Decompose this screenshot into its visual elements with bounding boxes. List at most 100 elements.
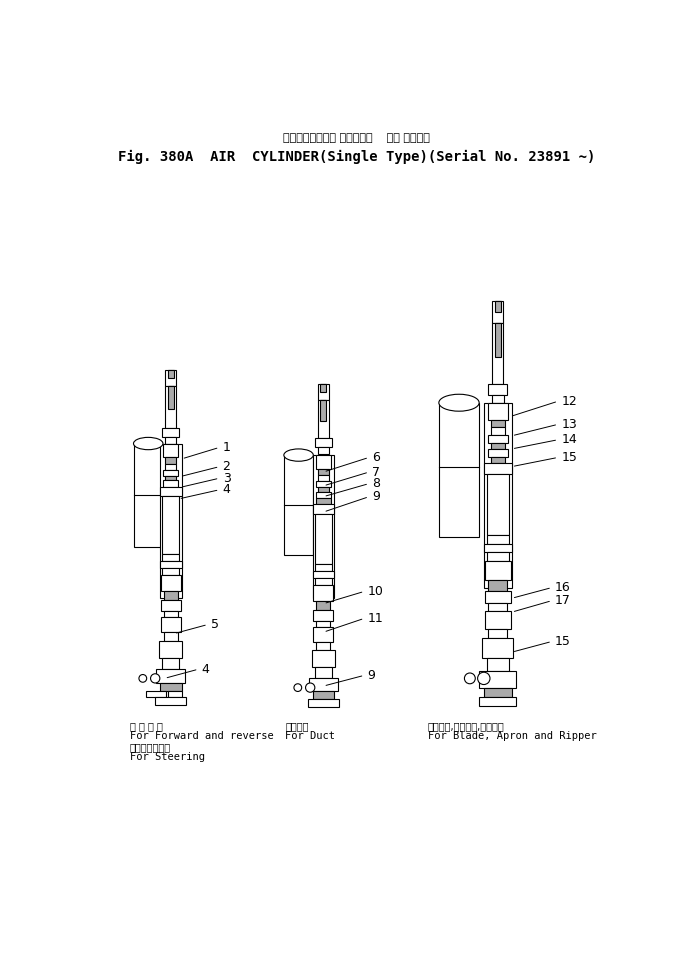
Bar: [492, 301, 503, 323]
Bar: [161, 600, 181, 610]
Bar: [162, 428, 180, 437]
Bar: [165, 457, 176, 463]
Bar: [168, 370, 174, 378]
Bar: [168, 386, 174, 409]
Bar: [162, 496, 180, 553]
Bar: [491, 456, 505, 463]
Bar: [164, 610, 177, 617]
Bar: [313, 455, 334, 598]
Ellipse shape: [284, 449, 313, 461]
Text: 9: 9: [367, 669, 375, 682]
Bar: [318, 475, 329, 482]
Bar: [308, 677, 338, 692]
Bar: [484, 561, 511, 579]
Text: 4: 4: [202, 663, 209, 675]
Text: For Steering: For Steering: [129, 752, 205, 763]
Ellipse shape: [477, 672, 490, 684]
Bar: [156, 670, 185, 683]
Bar: [484, 545, 512, 552]
Text: 6: 6: [372, 451, 380, 464]
Bar: [163, 481, 178, 486]
Bar: [168, 691, 182, 697]
Bar: [312, 650, 335, 667]
Bar: [317, 601, 331, 610]
Bar: [313, 610, 333, 620]
Bar: [313, 572, 334, 578]
Text: 14: 14: [561, 433, 577, 446]
Bar: [484, 403, 512, 587]
Bar: [488, 435, 508, 443]
Text: 10: 10: [367, 585, 383, 598]
Bar: [160, 561, 182, 568]
Bar: [284, 455, 313, 555]
Bar: [318, 448, 329, 453]
Bar: [155, 697, 187, 704]
Bar: [491, 395, 504, 403]
Bar: [313, 585, 333, 601]
Bar: [487, 474, 509, 535]
Text: 12: 12: [561, 394, 577, 408]
Bar: [163, 470, 178, 476]
Ellipse shape: [134, 437, 163, 450]
Bar: [495, 301, 501, 312]
Text: 15: 15: [561, 451, 577, 464]
Bar: [495, 323, 501, 385]
Bar: [315, 578, 332, 585]
Bar: [489, 385, 507, 395]
Text: For Blade, Apron and Ripper: For Blade, Apron and Ripper: [428, 731, 596, 740]
Bar: [163, 444, 178, 457]
Text: ブレード,エプロン,リッパ用: ブレード,エプロン,リッパ用: [428, 721, 505, 731]
Bar: [162, 553, 180, 561]
Bar: [163, 444, 178, 598]
Bar: [484, 463, 512, 474]
Bar: [491, 420, 505, 427]
Ellipse shape: [150, 673, 160, 683]
Text: 11: 11: [367, 611, 383, 625]
Bar: [488, 449, 508, 456]
Bar: [488, 403, 508, 420]
Bar: [320, 385, 326, 391]
Bar: [482, 639, 513, 658]
Bar: [315, 498, 331, 504]
Bar: [484, 590, 511, 603]
Bar: [320, 399, 326, 422]
Bar: [315, 438, 332, 448]
Text: 3: 3: [223, 472, 230, 484]
Bar: [315, 455, 331, 469]
Text: 1: 1: [223, 441, 230, 453]
Text: 前 後 進 用: 前 後 進 用: [129, 721, 162, 731]
Text: For Duct: For Duct: [285, 731, 335, 740]
Bar: [165, 370, 176, 386]
Bar: [489, 579, 507, 590]
Bar: [308, 700, 339, 706]
Bar: [479, 697, 516, 706]
Bar: [168, 370, 174, 386]
Bar: [162, 568, 180, 576]
Bar: [492, 323, 503, 385]
Text: 16: 16: [555, 581, 571, 594]
Bar: [315, 564, 332, 572]
Bar: [489, 629, 507, 639]
Bar: [484, 610, 511, 629]
Ellipse shape: [294, 684, 301, 692]
Bar: [315, 482, 331, 487]
Bar: [315, 455, 331, 598]
Bar: [315, 514, 332, 564]
Bar: [160, 683, 182, 691]
Text: ステアリング用: ステアリング用: [129, 742, 171, 752]
Bar: [162, 658, 180, 670]
Bar: [318, 385, 329, 399]
Bar: [146, 691, 166, 697]
Bar: [160, 444, 182, 598]
Text: 17: 17: [555, 594, 571, 608]
Ellipse shape: [464, 673, 475, 684]
Bar: [164, 632, 177, 641]
Bar: [313, 627, 333, 642]
Bar: [484, 688, 512, 697]
Text: 9: 9: [372, 490, 380, 503]
Bar: [487, 658, 509, 671]
Bar: [439, 403, 479, 538]
Bar: [165, 437, 176, 444]
Bar: [495, 301, 501, 323]
Bar: [489, 603, 507, 610]
